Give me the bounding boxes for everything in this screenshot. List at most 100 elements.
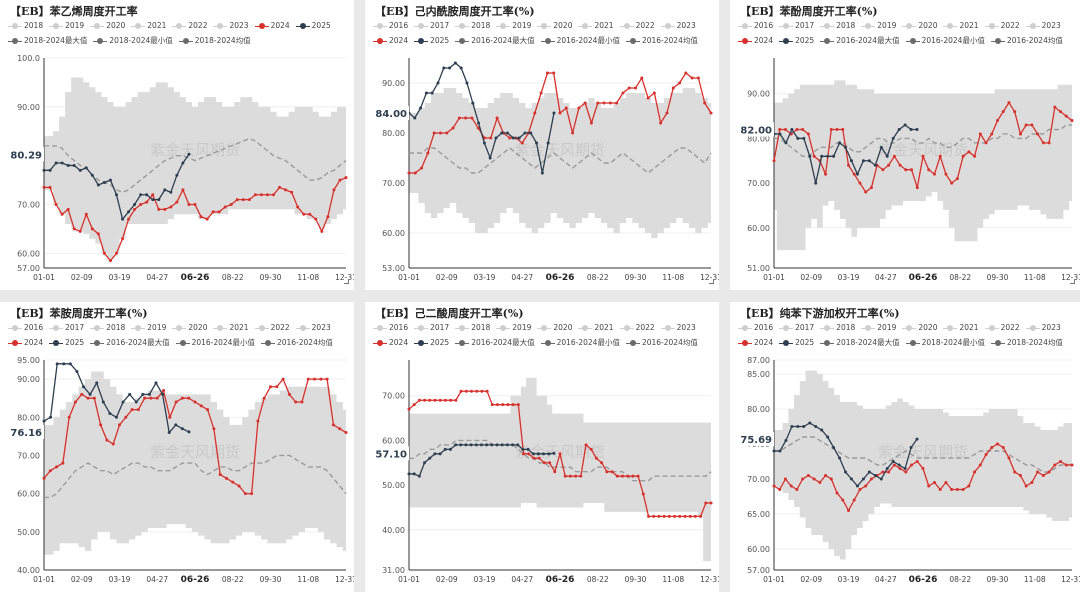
legend-item[interactable]: 2017 [779, 18, 814, 33]
legend-item[interactable]: 2018 [455, 320, 490, 335]
legend-item[interactable]: 2017 [779, 320, 814, 335]
legend-item[interactable]: 2016-2024均值 [625, 33, 698, 48]
legend-item[interactable]: 2018-2024最大值 [820, 335, 900, 350]
legend-item[interactable]: 2023 [1025, 18, 1061, 33]
legend-item[interactable]: 2016 [738, 320, 773, 335]
legend-item[interactable]: 2021 [943, 18, 979, 33]
series-2025-point [796, 136, 800, 140]
legend-item[interactable]: 2018-2024均值 [178, 33, 251, 48]
legend-item[interactable]: 2018-2024最大值 [8, 33, 87, 48]
legend-item[interactable]: 2016-2024最小值 [540, 335, 620, 350]
legend-item[interactable]: 2023 [1025, 320, 1061, 335]
legend-item[interactable]: 2016-2024最大值 [455, 335, 535, 350]
series-2025-point [490, 443, 494, 447]
series-2024-point [433, 398, 437, 402]
legend-item[interactable]: 2016 [8, 320, 43, 335]
series-2025-point [808, 421, 812, 425]
legend-item[interactable]: 2021 [213, 320, 249, 335]
legend-item[interactable]: 2023 [213, 18, 249, 33]
legend-item[interactable]: 2016-2024最大值 [455, 33, 535, 48]
legend-item[interactable]: 2016-2024均值 [260, 335, 333, 350]
legend-swatch [295, 324, 310, 332]
legend-item[interactable]: 2022 [172, 18, 207, 33]
x-tick-label: 08-22 [949, 273, 971, 282]
series-2025-point [436, 81, 440, 85]
legend-item[interactable]: 2023 [295, 320, 331, 335]
legend-item[interactable]: 2021 [943, 320, 979, 335]
legend-item[interactable]: 2020 [537, 18, 572, 33]
legend-item[interactable]: 2017 [49, 320, 84, 335]
legend-item[interactable]: 2016 [373, 18, 408, 33]
series-2024-point [326, 215, 330, 219]
legend-item[interactable]: 2016-2024最大值 [820, 33, 900, 48]
legend-item[interactable]: 2024 [373, 335, 408, 350]
legend-item[interactable]: 2017 [414, 18, 449, 33]
series-2024-point [869, 186, 873, 190]
x-tick-label: 03-19 [474, 575, 496, 584]
legend-item[interactable]: 2016-2024最小值 [540, 33, 620, 48]
legend-item[interactable]: 2016-2024均值 [625, 335, 698, 350]
legend-swatch [619, 22, 634, 30]
legend-item[interactable]: 2022 [984, 320, 1020, 335]
legend-item[interactable]: 2024 [254, 18, 290, 33]
legend-item[interactable]: 2016 [373, 320, 408, 335]
legend-swatch [213, 22, 228, 30]
legend-item[interactable]: 2022 [984, 18, 1020, 33]
x-tick-label: 04-27 [875, 273, 897, 282]
legend-item[interactable]: 2017 [414, 320, 449, 335]
legend-item[interactable]: 2024 [738, 33, 773, 48]
legend-item[interactable]: 2021 [578, 320, 614, 335]
legend-item[interactable]: 2016 [738, 18, 773, 33]
legend-item[interactable]: 2018 [8, 18, 43, 33]
legend-item[interactable]: 2016-2024最大值 [90, 335, 170, 350]
series-2024-point [127, 217, 131, 221]
legend-swatch [49, 324, 64, 332]
legend-swatch [93, 37, 108, 45]
legend-item[interactable]: 2018-2024最小值 [905, 335, 985, 350]
legend-item[interactable]: 2023 [660, 320, 696, 335]
legend-item[interactable]: 2018 [455, 18, 490, 33]
legend-item[interactable]: 2018 [90, 320, 125, 335]
legend-item[interactable]: 2025 [295, 18, 331, 33]
legend-item[interactable]: 2025 [414, 335, 449, 350]
series-2024-point [1064, 463, 1068, 467]
legend-item[interactable]: 2019 [131, 320, 166, 335]
legend-item[interactable]: 2024 [373, 33, 408, 48]
legend-item[interactable]: 2021 [578, 18, 614, 33]
legend-item[interactable]: 2019 [861, 320, 896, 335]
legend-item[interactable]: 2018-2024均值 [990, 335, 1063, 350]
legend-item[interactable]: 2025 [779, 335, 814, 350]
legend-item[interactable]: 2022 [619, 320, 655, 335]
legend-item[interactable]: 2020 [902, 18, 937, 33]
legend-item[interactable]: 2019 [496, 320, 531, 335]
legend-item[interactable]: 2023 [660, 18, 696, 33]
legend-item[interactable]: 2018-2024最小值 [93, 33, 173, 48]
legend-swatch [660, 22, 675, 30]
series-2024-point [1070, 463, 1074, 467]
legend-item[interactable]: 2022 [254, 320, 290, 335]
legend-item[interactable]: 2020 [172, 320, 207, 335]
legend-item[interactable]: 2020 [902, 320, 937, 335]
legend-item[interactable]: 2020 [90, 18, 125, 33]
legend-item[interactable]: 2016-2024均值 [990, 33, 1063, 48]
min-max-range-band [409, 88, 711, 238]
legend-item[interactable]: 2018 [820, 320, 855, 335]
legend-item[interactable]: 2016-2024最小值 [175, 335, 255, 350]
legend-item[interactable]: 2018 [820, 18, 855, 33]
legend-item[interactable]: 2025 [414, 33, 449, 48]
legend-item[interactable]: 2022 [619, 18, 655, 33]
legend-item[interactable]: 2024 [738, 335, 773, 350]
legend-item[interactable]: 2019 [496, 18, 531, 33]
legend-item[interactable]: 2025 [779, 33, 814, 48]
legend-item[interactable]: 2021 [131, 18, 166, 33]
legend-item[interactable]: 2025 [49, 335, 84, 350]
legend-item[interactable]: 2020 [537, 320, 572, 335]
series-2025-point [844, 470, 848, 474]
series-2024-point [577, 106, 581, 110]
legend-item[interactable]: 2024 [8, 335, 43, 350]
legend-item[interactable]: 2016-2024最小值 [905, 33, 985, 48]
legend-item[interactable]: 2019 [49, 18, 84, 33]
series-2025-point [542, 452, 546, 456]
series-2024-point [693, 514, 697, 518]
legend-item[interactable]: 2019 [861, 18, 896, 33]
